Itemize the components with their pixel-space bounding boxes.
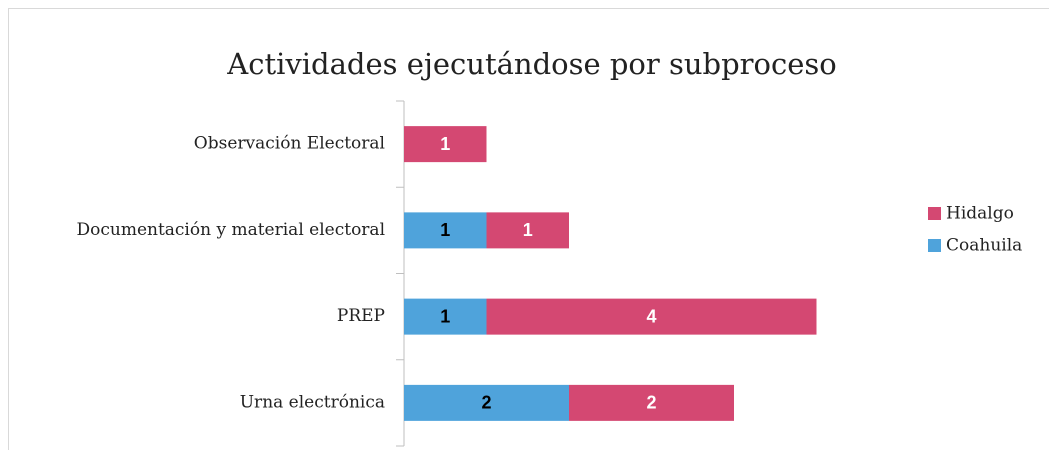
bar-segment <box>404 126 487 163</box>
bar-segment <box>486 212 569 249</box>
bar-segment <box>404 298 487 335</box>
category-label: Documentación y material electoral <box>76 220 385 240</box>
legend-swatch <box>928 207 941 220</box>
chart-title: Actividades ejecutándose por subproceso <box>226 47 836 81</box>
data-label: 1 <box>440 306 450 326</box>
bar-segment <box>569 384 734 421</box>
data-label: 1 <box>440 134 450 154</box>
data-label: 1 <box>523 220 533 240</box>
data-label: 4 <box>646 306 656 326</box>
category-label: Observación Electoral <box>194 134 385 154</box>
bar-segment <box>404 384 569 421</box>
legend-label: Hidalgo <box>946 204 1014 224</box>
data-label: 1 <box>440 220 450 240</box>
category-label: PREP <box>337 306 385 326</box>
bar-segment <box>486 298 817 335</box>
data-label: 2 <box>646 393 656 413</box>
category-label: Urna electrónica <box>240 392 385 412</box>
legend-swatch <box>928 239 941 252</box>
bar-segment <box>404 212 487 249</box>
data-label: 2 <box>481 393 491 413</box>
legend-label: Coahuila <box>946 236 1022 256</box>
